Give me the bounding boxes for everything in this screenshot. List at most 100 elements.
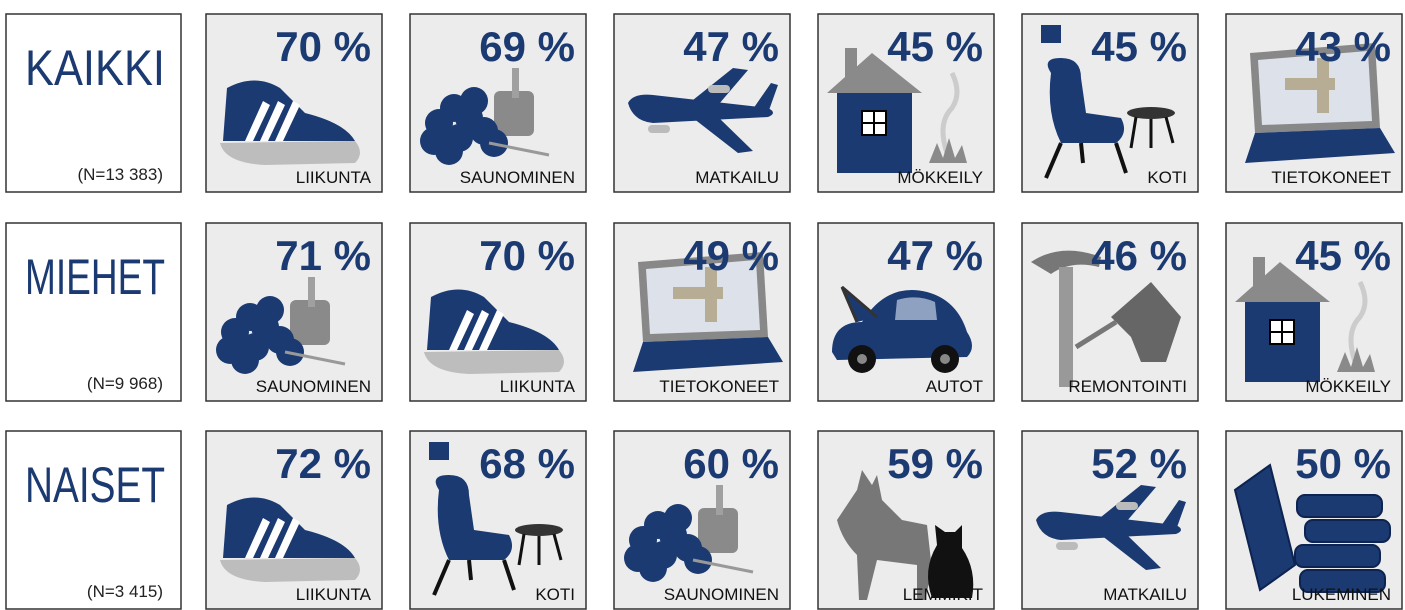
icon-part (515, 524, 563, 536)
tile-percent: 60 % (683, 440, 779, 487)
icon (1041, 25, 1175, 179)
icon-part (435, 475, 513, 560)
icon-part (1059, 267, 1073, 387)
tile-label: LEMMIKIT (903, 585, 983, 604)
tile-label: MÖKKEILY (897, 168, 983, 187)
icon (424, 289, 564, 374)
icon (216, 277, 346, 374)
tile: 70 % LIIKUNTA (205, 13, 383, 193)
icon-part (275, 101, 300, 141)
group-label: KAIKKI (25, 40, 165, 96)
tile-label: MÖKKEILY (1305, 377, 1391, 396)
icon-part (220, 141, 360, 165)
tile-percent: 68 % (479, 440, 575, 487)
tile-percent: 43 % (1295, 23, 1391, 70)
icon-part (1116, 502, 1138, 510)
tile-label: MATKAILU (695, 168, 779, 187)
icon (1233, 463, 1391, 593)
icon (1036, 485, 1186, 570)
tile-percent: 45 % (1091, 23, 1187, 70)
group-label: NAISET (25, 457, 165, 513)
icon-part (837, 470, 932, 600)
sample-size: (N=13 383) (77, 165, 163, 184)
tile-percent: 47 % (683, 23, 779, 70)
icon-part (648, 125, 670, 133)
icon-part (1047, 58, 1125, 143)
tile: 45 % KOTI (1021, 13, 1199, 193)
tile: 52 % MATKAILU (1021, 430, 1199, 610)
icon-part (664, 504, 692, 532)
icon-part (260, 518, 285, 558)
icon-part (692, 558, 754, 574)
group-label: MIEHET (25, 249, 165, 305)
tile-label: KOTI (535, 585, 575, 604)
icon-part (1041, 25, 1061, 43)
tile-label: AUTOT (926, 377, 983, 396)
tile: 72 % LIIKUNTA (205, 430, 383, 610)
tile-label: SAUNOMINEN (256, 377, 371, 396)
tile: 45 % MÖKKEILY (817, 13, 995, 193)
icon-part (1348, 280, 1368, 363)
sample-size: (N=3 415) (87, 582, 163, 601)
icon-part (708, 85, 730, 93)
icon (1235, 257, 1375, 382)
icon-part (1056, 542, 1078, 550)
tile-percent: 70 % (479, 232, 575, 279)
tile-label: SAUNOMINEN (664, 585, 779, 604)
icon-part (512, 68, 519, 98)
icon-part (1317, 58, 1329, 113)
tile-percent: 46 % (1091, 232, 1187, 279)
tile: 43 % TIETOKONEET (1225, 13, 1403, 193)
icon-part (1304, 519, 1391, 543)
icon-part (1044, 142, 1128, 179)
icon-part (698, 508, 738, 553)
icon-part (1091, 485, 1186, 570)
icon (827, 48, 967, 173)
tile-percent: 47 % (887, 232, 983, 279)
icon (837, 470, 974, 600)
icon (624, 485, 754, 582)
icon-part (435, 137, 463, 165)
icon-part (929, 138, 967, 163)
icon-part (1245, 128, 1395, 163)
icon (420, 68, 550, 165)
icon (220, 80, 360, 165)
tile-percent: 59 % (887, 440, 983, 487)
tile-label: MATKAILU (1103, 585, 1187, 604)
icon-part (449, 310, 474, 350)
icon (1245, 43, 1395, 163)
tile: 50 % LUKEMINEN (1225, 430, 1403, 610)
icon-part (705, 267, 717, 322)
icon-part (231, 346, 259, 374)
icon-part (1233, 463, 1297, 592)
tile-label: TIETOKONEET (1271, 168, 1391, 187)
icon-part (256, 296, 284, 324)
icon-part (1074, 319, 1118, 350)
tile: 45 % MÖKKEILY (1225, 222, 1403, 402)
icon-part (517, 533, 563, 566)
tile: 70 % LIIKUNTA (409, 222, 587, 402)
icon-part (424, 350, 564, 374)
tile-percent: 49 % (683, 232, 779, 279)
group-cell: NAISET (N=3 415) (5, 430, 182, 610)
tile-label: TIETOKONEET (659, 377, 779, 396)
icon-part (928, 525, 974, 598)
tile-label: SAUNOMINEN (460, 168, 575, 187)
tile: 71 % SAUNOMINEN (205, 222, 383, 402)
icon-part (464, 310, 489, 350)
icon-part (1294, 544, 1381, 568)
icon-part (275, 518, 300, 558)
tile-label: KOTI (1147, 168, 1187, 187)
icon-part (1337, 347, 1375, 372)
icon-part (1127, 107, 1175, 119)
icon-part (245, 518, 270, 558)
icon-part (245, 101, 270, 141)
icon-part (857, 354, 867, 364)
tile-label: LIIKUNTA (500, 377, 576, 396)
icon-part (432, 559, 516, 596)
tile: 69 % SAUNOMINEN (409, 13, 587, 193)
icon-part (940, 71, 960, 154)
icon-part (862, 111, 886, 135)
icon-part (260, 101, 285, 141)
